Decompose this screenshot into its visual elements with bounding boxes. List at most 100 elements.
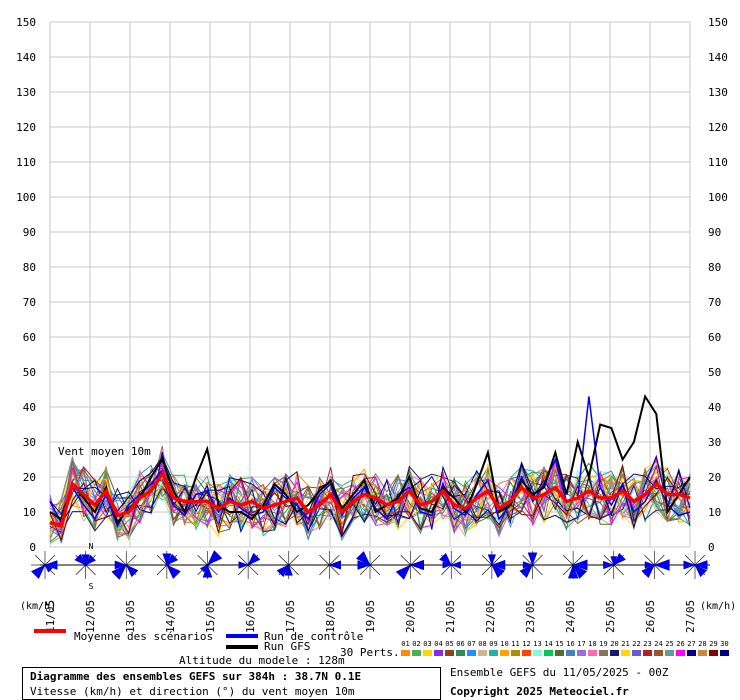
altitude-label: Altitude du modele : 128m — [179, 654, 345, 667]
pert-legend-number: 07 — [467, 640, 476, 648]
pert-legend-number: 14 — [544, 640, 553, 648]
y-tick-left: 70 — [23, 296, 36, 309]
pert-legend-number: 21 — [621, 640, 630, 648]
main-series — [49, 393, 691, 529]
y-tick-right: 110 — [708, 156, 728, 169]
pert-legend-item: 24 — [653, 640, 664, 660]
x-tick-label: 14/05 — [164, 600, 177, 633]
pert-legend-number: 28 — [698, 640, 707, 648]
pert-legend-swatch — [709, 650, 718, 656]
pert-legend-item: 10 — [499, 640, 510, 660]
y-tick-right: 90 — [708, 226, 721, 239]
pert-legend-item: 04 — [433, 640, 444, 660]
ensemble-mean-line — [49, 469, 691, 529]
wind-rose-marker — [477, 551, 506, 579]
y-tick-right: 130 — [708, 86, 728, 99]
pert-legend-number: 20 — [610, 640, 619, 648]
y-tick-right: 70 — [708, 296, 721, 309]
pert-legend-swatch — [401, 650, 410, 656]
y-tick-left: 60 — [23, 331, 36, 344]
pert-legend-item: 14 — [543, 640, 554, 660]
pert-legend-number: 10 — [500, 640, 509, 648]
y-tick-right: 140 — [708, 51, 728, 64]
y-tick-right: 30 — [708, 436, 721, 449]
pert-legend-number: 23 — [643, 640, 652, 648]
x-tick-label: 12/05 — [84, 600, 97, 633]
pert-legend-number: 27 — [687, 640, 696, 648]
wind-rose-marker — [437, 551, 466, 579]
pert-legend-number: 12 — [522, 640, 531, 648]
pert-legend-swatch — [467, 650, 476, 656]
pert-legend-number: 04 — [434, 640, 443, 648]
compass-south: S — [89, 582, 94, 591]
pert-legend-number: 25 — [665, 640, 674, 648]
copyright: Copyright 2025 Meteociel.fr — [450, 685, 629, 698]
x-tick-label: 23/05 — [524, 600, 537, 633]
pert-legend-number: 05 — [445, 640, 454, 648]
y-tick-right: 80 — [708, 261, 721, 274]
pert-legend-item: 29 — [708, 640, 719, 660]
y-axis-right: 0 10 20 30 40 50 60 70 80 90 100 110 120 130 140 150 — [708, 16, 728, 554]
pert-legend-number: 13 — [533, 640, 542, 648]
annotation-wind-label: Vent moyen 10m — [58, 445, 151, 458]
pert-legend-item: 28 — [697, 640, 708, 660]
y-tick-left: 140 — [16, 51, 36, 64]
pert-legend-swatch — [698, 650, 707, 656]
x-tick-label: 21/05 — [444, 600, 457, 633]
pert-legend-number: 03 — [423, 640, 432, 648]
legend-control-swatch — [226, 634, 258, 638]
x-tick-label: 24/05 — [564, 600, 577, 633]
wind-rose-marker — [315, 551, 344, 579]
x-tick-label: 20/05 — [404, 600, 417, 633]
pert-legend-swatch — [511, 650, 520, 656]
pert-legend-item: 25 — [664, 640, 675, 660]
pert-legend-item: 12 — [521, 640, 532, 660]
pert-legend-item: 17 — [576, 640, 587, 660]
wind-rose-marker — [640, 551, 670, 579]
y-tick-right: 150 — [708, 16, 728, 29]
chart-title: Diagramme des ensembles GEFS sur 384h : … — [30, 670, 362, 683]
y-tick-right: 20 — [708, 471, 721, 484]
pert-legend-swatch — [412, 650, 421, 656]
pert-legend-number: 11 — [511, 640, 520, 648]
pert-legend-item: 19 — [598, 640, 609, 660]
pert-legend-item: 13 — [532, 640, 543, 660]
pert-legend-number: 18 — [588, 640, 597, 648]
pert-legend-swatch — [566, 650, 575, 656]
pert-legend-swatch — [720, 650, 729, 656]
pert-legend-swatch — [687, 650, 696, 656]
wind-rose-marker — [152, 551, 181, 580]
compass-north: N — [89, 542, 94, 551]
pert-legend-number: 16 — [566, 640, 575, 648]
pert-legend-number: 24 — [654, 640, 663, 648]
y-tick-right: 60 — [708, 331, 721, 344]
wind-rose-marker — [681, 551, 709, 579]
pert-legend-swatch — [632, 650, 641, 656]
pert-legend-number: 09 — [489, 640, 498, 648]
perturbation-line — [49, 454, 691, 534]
pert-legend-swatch — [643, 650, 652, 656]
x-tick-label: 19/05 — [364, 600, 377, 633]
pert-legend-swatch — [599, 650, 608, 656]
y-tick-right: 100 — [708, 191, 728, 204]
pert-legend-number: 02 — [412, 640, 421, 648]
pert-legend-swatch — [676, 650, 685, 656]
legend-control-label: Run de contrôle — [264, 630, 364, 643]
pert-legend-item: 07 — [466, 640, 477, 660]
pert-legend-number: 19 — [599, 640, 608, 648]
y-tick-right: 50 — [708, 366, 721, 379]
legend-perts-label: 30 Perts. — [340, 646, 400, 659]
pert-legend-item: 06 — [455, 640, 466, 660]
pert-legend-number: 26 — [676, 640, 685, 648]
pert-legend-swatch — [665, 650, 674, 656]
x-axis: 11/05 12/05 13/05 14/05 15/05 16/05 17/05 18/05… — [44, 600, 697, 633]
pert-legend-swatch — [555, 650, 564, 656]
y-tick-left: 0 — [29, 541, 36, 554]
legend-gfs-swatch — [226, 645, 258, 649]
y-tick-left: 130 — [16, 86, 36, 99]
pert-legend-swatch — [621, 650, 630, 656]
wind-rose-marker — [274, 551, 303, 579]
pert-legend-item: 03 — [422, 640, 433, 660]
x-tick-label: 25/05 — [604, 600, 617, 633]
